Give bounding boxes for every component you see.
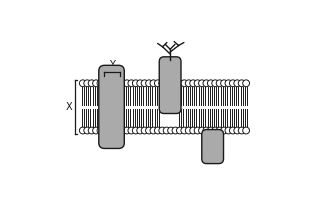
Circle shape bbox=[80, 127, 86, 134]
Circle shape bbox=[177, 80, 183, 87]
Circle shape bbox=[93, 127, 100, 134]
Circle shape bbox=[168, 127, 174, 134]
Circle shape bbox=[146, 127, 153, 134]
Circle shape bbox=[229, 80, 236, 87]
Circle shape bbox=[198, 127, 205, 134]
Circle shape bbox=[238, 127, 245, 134]
Circle shape bbox=[243, 80, 250, 87]
Circle shape bbox=[84, 80, 90, 87]
Circle shape bbox=[132, 80, 139, 87]
Circle shape bbox=[229, 127, 236, 134]
Circle shape bbox=[97, 80, 104, 87]
Circle shape bbox=[106, 80, 113, 87]
Circle shape bbox=[110, 80, 117, 87]
Circle shape bbox=[190, 80, 197, 87]
Circle shape bbox=[198, 80, 205, 87]
Circle shape bbox=[132, 127, 139, 134]
Circle shape bbox=[212, 80, 219, 87]
Circle shape bbox=[203, 127, 210, 134]
Circle shape bbox=[194, 80, 201, 87]
Circle shape bbox=[124, 80, 130, 87]
Circle shape bbox=[172, 127, 179, 134]
Circle shape bbox=[185, 80, 192, 87]
FancyBboxPatch shape bbox=[202, 130, 223, 164]
Circle shape bbox=[207, 127, 214, 134]
Circle shape bbox=[221, 127, 227, 134]
Circle shape bbox=[80, 80, 86, 87]
Circle shape bbox=[150, 127, 157, 134]
FancyBboxPatch shape bbox=[99, 65, 124, 148]
Circle shape bbox=[106, 127, 113, 134]
Circle shape bbox=[234, 127, 241, 134]
Circle shape bbox=[115, 80, 121, 87]
Circle shape bbox=[119, 80, 126, 87]
Circle shape bbox=[84, 127, 90, 134]
Circle shape bbox=[97, 127, 104, 134]
Circle shape bbox=[146, 80, 153, 87]
Circle shape bbox=[154, 127, 161, 134]
Circle shape bbox=[225, 127, 232, 134]
Circle shape bbox=[128, 127, 135, 134]
Circle shape bbox=[225, 80, 232, 87]
Circle shape bbox=[216, 127, 223, 134]
Circle shape bbox=[101, 127, 108, 134]
Text: X: X bbox=[66, 102, 73, 112]
FancyBboxPatch shape bbox=[159, 57, 181, 113]
Circle shape bbox=[137, 127, 144, 134]
Circle shape bbox=[181, 80, 188, 87]
Circle shape bbox=[234, 80, 241, 87]
Circle shape bbox=[216, 80, 223, 87]
Circle shape bbox=[212, 127, 219, 134]
Circle shape bbox=[110, 127, 117, 134]
Circle shape bbox=[243, 127, 250, 134]
Circle shape bbox=[163, 80, 170, 87]
Circle shape bbox=[181, 127, 188, 134]
Circle shape bbox=[168, 80, 174, 87]
Circle shape bbox=[221, 80, 227, 87]
Circle shape bbox=[88, 127, 95, 134]
Circle shape bbox=[141, 127, 148, 134]
Circle shape bbox=[128, 80, 135, 87]
Circle shape bbox=[194, 127, 201, 134]
Circle shape bbox=[203, 80, 210, 87]
Circle shape bbox=[150, 80, 157, 87]
Circle shape bbox=[159, 127, 166, 134]
Circle shape bbox=[115, 127, 121, 134]
Text: Y: Y bbox=[109, 60, 115, 70]
Circle shape bbox=[93, 80, 100, 87]
Circle shape bbox=[207, 80, 214, 87]
Circle shape bbox=[190, 127, 197, 134]
Circle shape bbox=[154, 80, 161, 87]
Circle shape bbox=[101, 80, 108, 87]
Circle shape bbox=[172, 80, 179, 87]
Circle shape bbox=[238, 80, 245, 87]
Circle shape bbox=[137, 80, 144, 87]
Circle shape bbox=[177, 127, 183, 134]
Circle shape bbox=[163, 127, 170, 134]
Circle shape bbox=[159, 80, 166, 87]
Circle shape bbox=[88, 80, 95, 87]
Circle shape bbox=[141, 80, 148, 87]
Circle shape bbox=[124, 127, 130, 134]
Circle shape bbox=[119, 127, 126, 134]
Circle shape bbox=[185, 127, 192, 134]
